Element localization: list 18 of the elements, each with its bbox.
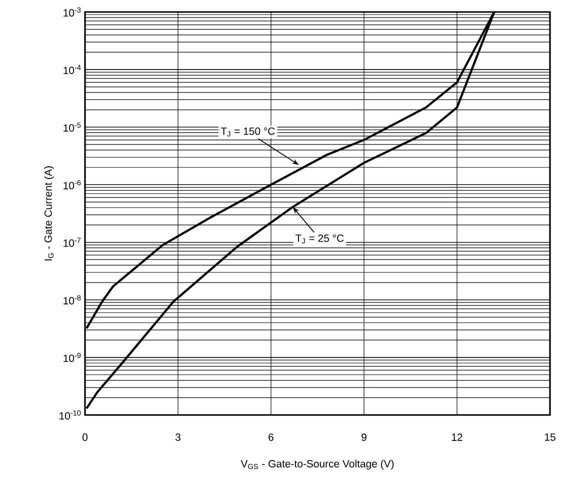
x-tick-label: 6 [268,434,274,441]
x-tick-label: 12 [452,434,462,441]
x-tick-label: 0 [82,434,88,441]
y-tick-label: 10$^{-6}$ [64,180,81,190]
y-axis-title: I$_{G}$ - Gate Current (A) [44,166,54,260]
x-tick-label: 9 [362,434,366,441]
x-tick-label: 15 [544,434,556,441]
x-axis-title: V$_{GS}$ - Gate-to-Source Voltage (V) [240,460,394,470]
y-tick-label: 10$^{-3}$ [64,7,81,17]
y-tick-label: 10$^{-8}$ [64,295,81,304]
y-tick-label: 10$^{-7}$ [64,238,81,247]
y-tick-label: 10$^{-5}$ [64,122,81,132]
annotation: T$_{J}$ = 25 °C [296,234,344,244]
y-tick-label: 10$^{-10}$ [60,410,81,420]
y-tick-label: 10$^{-9}$ [64,352,81,362]
x-tick-label: 3 [175,434,180,441]
annotation: T$_{J}$ = 150 °C [220,127,275,137]
y-tick-label: 10$^{-4}$ [64,65,81,74]
